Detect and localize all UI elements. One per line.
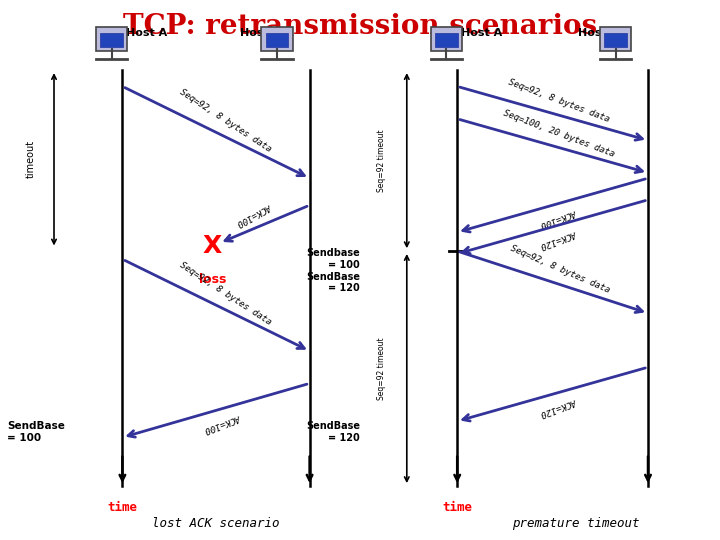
Text: ACK=120: ACK=120 xyxy=(540,396,578,417)
Text: Host B: Host B xyxy=(240,28,281,38)
FancyBboxPatch shape xyxy=(96,27,127,51)
FancyBboxPatch shape xyxy=(431,27,462,51)
FancyBboxPatch shape xyxy=(100,33,123,47)
Text: Seq=92 timeout: Seq=92 timeout xyxy=(377,130,386,192)
Text: X: X xyxy=(203,234,222,258)
Text: Host B: Host B xyxy=(578,28,619,38)
FancyBboxPatch shape xyxy=(604,33,627,47)
FancyBboxPatch shape xyxy=(435,33,458,47)
Text: Host A: Host A xyxy=(126,28,167,38)
Text: time: time xyxy=(107,501,138,514)
Text: loss: loss xyxy=(199,273,226,286)
Text: TCP: retransmission scenarios: TCP: retransmission scenarios xyxy=(123,14,597,40)
Text: premature timeout: premature timeout xyxy=(512,517,640,530)
Text: timeout: timeout xyxy=(26,140,36,178)
Text: time: time xyxy=(442,501,472,514)
Text: SendBase
= 100: SendBase = 100 xyxy=(7,421,65,443)
FancyBboxPatch shape xyxy=(266,33,289,47)
Text: Seq=92, 8 bytes data: Seq=92, 8 bytes data xyxy=(179,261,274,327)
FancyBboxPatch shape xyxy=(261,27,293,51)
FancyBboxPatch shape xyxy=(600,27,631,51)
Text: Seq=92, 8 bytes data: Seq=92, 8 bytes data xyxy=(507,78,611,124)
Text: ACK=120: ACK=120 xyxy=(540,228,578,250)
Text: SendBase
= 120: SendBase = 120 xyxy=(306,421,360,443)
Text: Seq=92, 8 bytes data: Seq=92, 8 bytes data xyxy=(179,88,274,154)
Text: Seq=92, 8 bytes data: Seq=92, 8 bytes data xyxy=(508,244,611,295)
Text: lost ACK scenario: lost ACK scenario xyxy=(152,517,280,530)
Text: Seq=100, 20 bytes data: Seq=100, 20 bytes data xyxy=(502,108,616,158)
Text: Seq=92 timeout: Seq=92 timeout xyxy=(377,338,386,400)
Text: Host A: Host A xyxy=(461,28,502,38)
Text: ACK=100: ACK=100 xyxy=(236,201,274,228)
Text: ACK=100: ACK=100 xyxy=(540,207,578,228)
Text: Sendbase
= 100
SendBase
= 120: Sendbase = 100 SendBase = 120 xyxy=(306,248,360,293)
Text: ACK=100: ACK=100 xyxy=(203,412,242,434)
